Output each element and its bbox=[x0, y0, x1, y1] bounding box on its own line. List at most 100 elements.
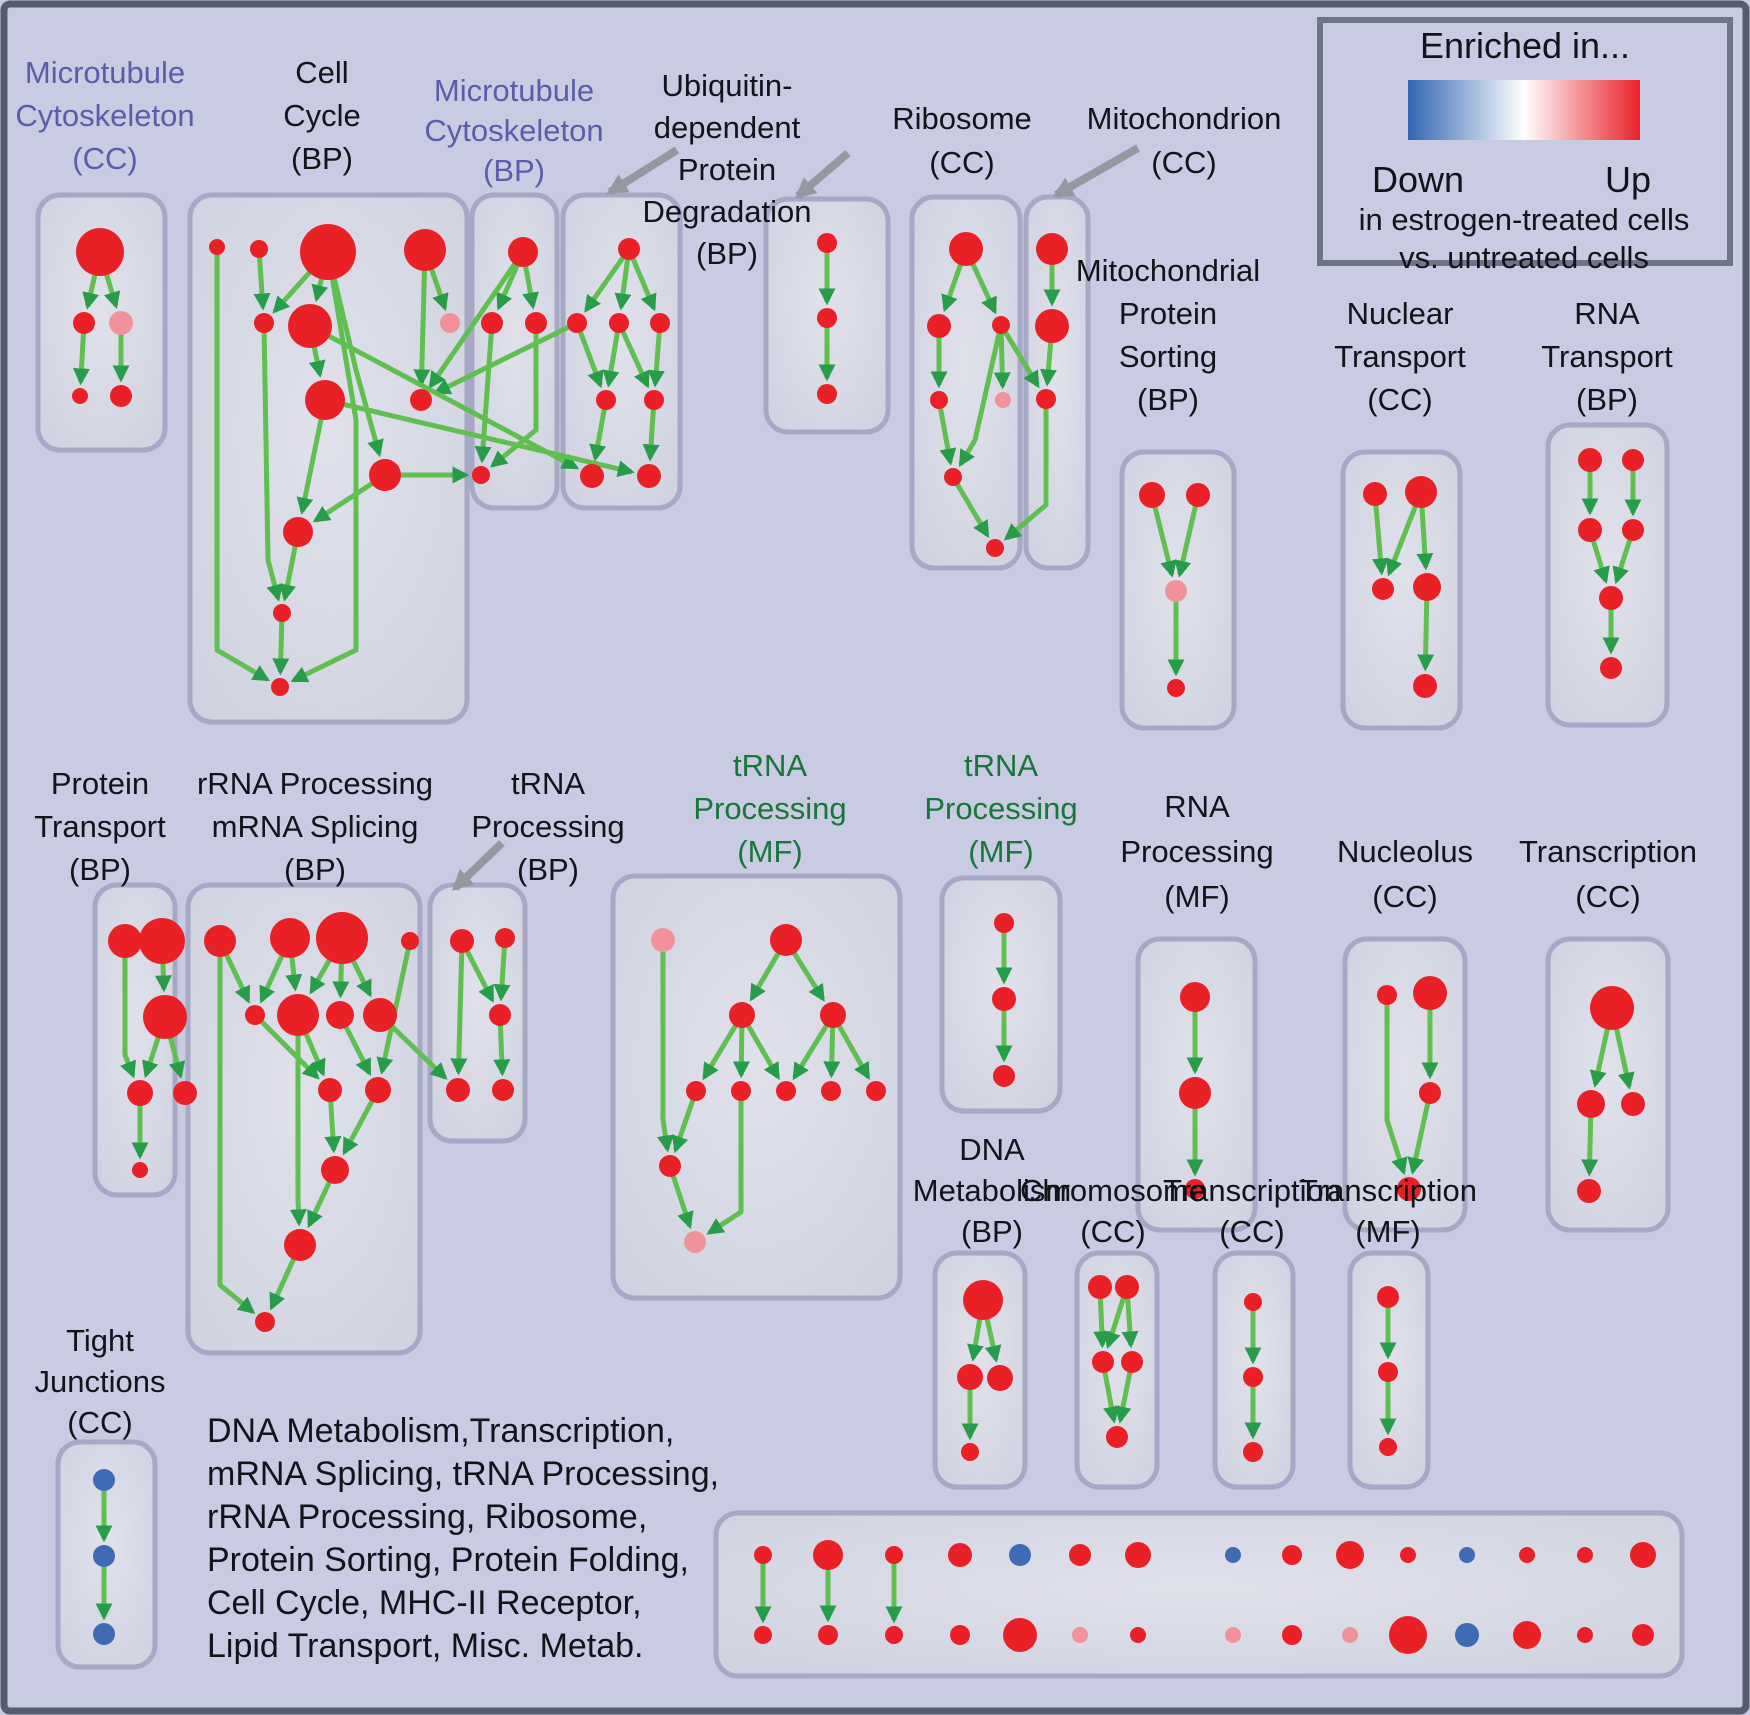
go-term-node bbox=[143, 995, 187, 1039]
go-term-edge bbox=[261, 322, 283, 602]
go-term-node bbox=[650, 313, 670, 333]
go-term-edge bbox=[217, 941, 256, 1314]
go-term-node bbox=[618, 238, 640, 260]
cluster-label-mitochondrion: Mitochondrion bbox=[1087, 101, 1282, 136]
go-term-node bbox=[651, 928, 675, 952]
go-term-node bbox=[1397, 1177, 1421, 1201]
go-term-node bbox=[284, 1229, 316, 1261]
go-term-node bbox=[986, 539, 1004, 557]
go-term-node bbox=[318, 1078, 342, 1102]
cluster-label-ubiquitin-dependent-protein-degradation: Degradation bbox=[643, 194, 812, 229]
go-term-node bbox=[173, 1081, 197, 1105]
label-pointer-arrow bbox=[606, 146, 680, 196]
go-term-node bbox=[729, 1002, 755, 1028]
go-term-node bbox=[596, 390, 616, 410]
go-term-node bbox=[76, 228, 124, 276]
go-term-node bbox=[472, 466, 490, 484]
go-term-edge bbox=[289, 1015, 307, 1227]
go-term-edge bbox=[1407, 1092, 1433, 1175]
go-term-node bbox=[288, 304, 332, 348]
go-term-edge bbox=[647, 322, 665, 388]
go-term-node bbox=[820, 1002, 846, 1028]
cluster-label-nuclear-transport: Nuclear bbox=[1347, 296, 1454, 331]
go-term-node bbox=[818, 1625, 838, 1645]
go-term-node bbox=[1069, 1544, 1091, 1566]
go-term-node bbox=[1419, 1082, 1441, 1104]
go-term-node bbox=[1389, 1616, 1427, 1654]
go-term-node bbox=[1009, 1544, 1031, 1566]
go-term-node bbox=[1139, 482, 1165, 508]
go-term-node bbox=[1630, 1542, 1656, 1568]
legend-title: Enriched in... bbox=[1420, 25, 1630, 66]
go-term-node bbox=[644, 390, 664, 410]
go-term-node bbox=[365, 1077, 391, 1103]
go-term-node bbox=[250, 240, 268, 258]
cluster-label-trna-processing-bp: Processing bbox=[471, 809, 624, 844]
go-term-node bbox=[1632, 1624, 1654, 1646]
go-term-edge bbox=[602, 322, 622, 388]
go-term-node bbox=[1185, 1179, 1205, 1199]
go-term-edge bbox=[656, 940, 674, 1153]
cluster-label-transcription-mf: Transcription bbox=[1299, 1173, 1477, 1208]
go-term-node bbox=[1377, 1286, 1399, 1308]
go-term-node bbox=[110, 385, 132, 407]
cluster-box-microtubule-cytoskeleton-cc bbox=[35, 192, 168, 453]
go-term-node bbox=[404, 229, 446, 271]
mixed-functions-text-line: DNA Metabolism,Transcription, bbox=[207, 1412, 674, 1450]
cluster-label-microtubule-cytoskeleton-cc: Microtubule bbox=[25, 55, 185, 90]
cluster-label-trna-processing-bp: (BP) bbox=[517, 852, 579, 887]
go-term-edge bbox=[936, 399, 957, 466]
cluster-label-nucleolus: Nucleolus bbox=[1337, 834, 1473, 869]
go-term-node bbox=[254, 313, 274, 333]
cluster-box-chromosome bbox=[1074, 1250, 1160, 1490]
go-term-node bbox=[994, 913, 1014, 933]
cluster-label-protein-transport: Transport bbox=[34, 809, 166, 844]
go-term-node bbox=[1003, 1618, 1037, 1652]
cluster-box-rna-transport bbox=[1545, 422, 1670, 728]
go-term-node bbox=[817, 233, 837, 253]
cluster-box-nucleolus bbox=[1342, 936, 1468, 1233]
go-term-node bbox=[1372, 578, 1394, 600]
go-term-edge bbox=[706, 1091, 744, 1235]
go-term-node bbox=[525, 312, 547, 334]
go-term-node bbox=[1179, 1077, 1211, 1109]
go-term-node bbox=[1282, 1625, 1302, 1645]
go-term-node bbox=[127, 1080, 153, 1106]
go-term-node bbox=[992, 316, 1010, 334]
cluster-label-trna-processing-mf-2: tRNA bbox=[964, 748, 1038, 783]
label-pointer-arrow bbox=[451, 840, 505, 891]
cluster-label-transcription-mf: (MF) bbox=[1355, 1214, 1420, 1249]
cluster-box-transcription-cc-mid bbox=[1545, 936, 1671, 1233]
go-term-node bbox=[1413, 573, 1441, 601]
cluster-label-trna-processing-mf-1: Processing bbox=[693, 791, 846, 826]
go-term-node bbox=[992, 987, 1016, 1011]
go-term-node bbox=[949, 232, 983, 266]
go-term-node bbox=[754, 1546, 772, 1564]
go-term-node bbox=[1243, 1442, 1263, 1462]
go-term-edge bbox=[376, 940, 413, 1075]
go-term-edge bbox=[290, 251, 359, 683]
go-term-edge bbox=[1384, 995, 1408, 1176]
go-term-node bbox=[446, 1078, 470, 1102]
go-term-node bbox=[316, 912, 368, 964]
go-term-node bbox=[410, 389, 432, 411]
cluster-label-protein-transport: Protein bbox=[51, 766, 149, 801]
cluster-label-rrna-processing-mrna-splicing: rRNA Processing bbox=[197, 766, 433, 801]
go-term-edge bbox=[616, 321, 650, 389]
go-term-node bbox=[1106, 1426, 1128, 1448]
go-term-node bbox=[1577, 1179, 1601, 1203]
go-term-node bbox=[1599, 586, 1623, 610]
go-term-edge bbox=[584, 247, 632, 313]
cluster-label-ubiquitin-dependent-protein-degradation: Protein bbox=[678, 152, 776, 187]
cluster-label-rrna-processing-mrna-splicing: mRNA Splicing bbox=[212, 809, 419, 844]
cluster-label-rna-processing-mf: Processing bbox=[1120, 834, 1273, 869]
go-term-node bbox=[1622, 519, 1644, 541]
cluster-label-mitochondrion: (CC) bbox=[1151, 145, 1216, 180]
cluster-label-chromosome: (CC) bbox=[1080, 1214, 1145, 1249]
go-term-edge bbox=[413, 249, 431, 387]
cluster-label-rrna-processing-mrna-splicing: (BP) bbox=[284, 852, 346, 887]
cluster-label-nucleolus: (CC) bbox=[1372, 879, 1437, 914]
go-term-node bbox=[1400, 1547, 1416, 1563]
go-term-node bbox=[1621, 1092, 1645, 1116]
